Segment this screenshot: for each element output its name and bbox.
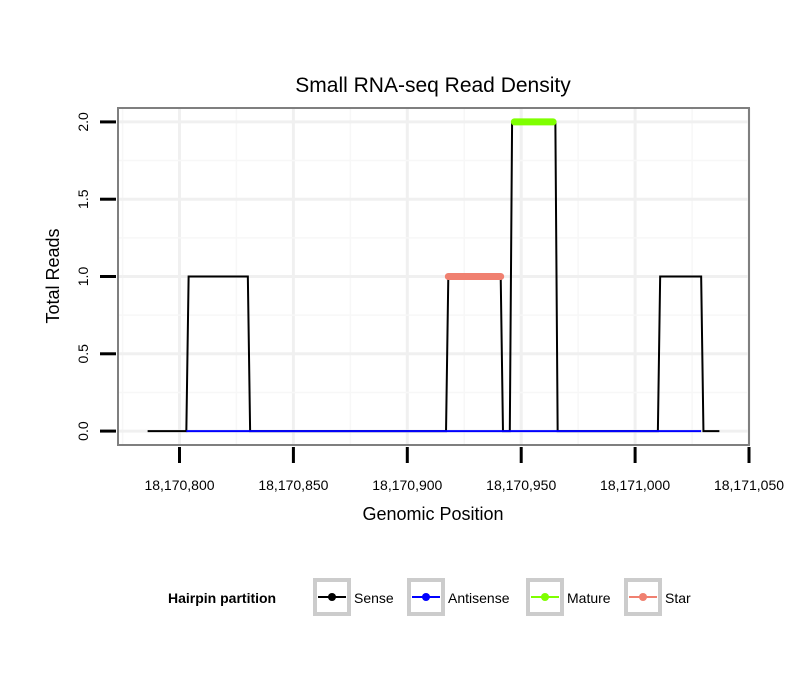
legend-key-point (422, 593, 430, 601)
legend-key-point (639, 593, 647, 601)
x-axis-title: Genomic Position (362, 504, 503, 524)
legend-key-point (328, 593, 336, 601)
y-tick-label: 2.0 (75, 112, 91, 132)
x-tick-label: 18,170,950 (486, 477, 556, 493)
chart-title: Small RNA-seq Read Density (295, 74, 571, 97)
y-tick-label: 0.0 (75, 421, 91, 441)
series-layer (147, 118, 720, 433)
x-tick-label: 18,171,050 (714, 477, 784, 493)
plot-border (117, 107, 750, 446)
y-tick-label: 0.5 (75, 344, 91, 364)
legend-items: Sense Antisense Mature Star (313, 578, 691, 616)
legend-label-sense: Sense (354, 590, 394, 606)
x-tick-label: 18,170,850 (258, 477, 328, 493)
x-tick-label: 18,171,000 (600, 477, 670, 493)
y-axis-title: Total Reads (43, 228, 63, 323)
legend-label-mature: Mature (567, 590, 611, 606)
y-axis: 0.0 0.5 1.0 1.5 2.0 (75, 112, 116, 441)
y-tick-label: 1.0 (75, 267, 91, 287)
legend: Hairpin partition Sense Antisense Mature St… (168, 578, 691, 616)
x-tick-label: 18,170,800 (144, 477, 214, 493)
x-tick-label: 18,170,900 (372, 477, 442, 493)
legend-key-point (541, 593, 549, 601)
x-axis: 18,170,800 18,170,850 18,170,900 18,170,950… (144, 447, 784, 493)
legend-label-star: Star (665, 590, 691, 606)
legend-label-antisense: Antisense (448, 590, 510, 606)
legend-title: Hairpin partition (168, 590, 276, 606)
y-tick-label: 1.5 (75, 189, 91, 209)
